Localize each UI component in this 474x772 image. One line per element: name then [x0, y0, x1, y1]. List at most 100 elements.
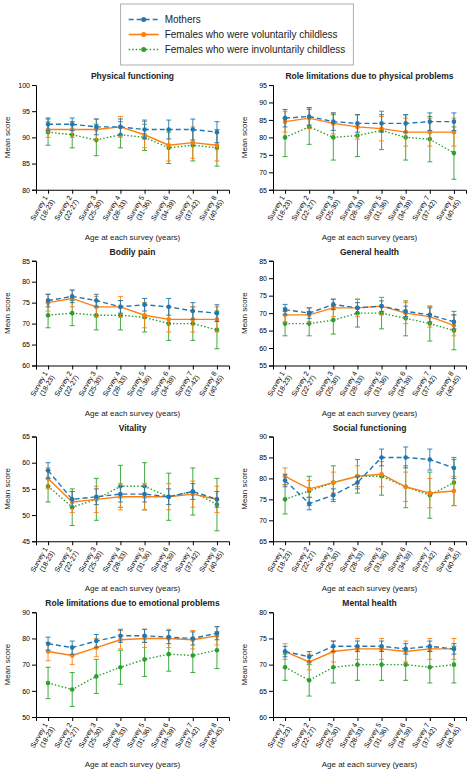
series	[46, 301, 220, 349]
series	[46, 118, 220, 143]
y-tick: 65	[259, 688, 273, 695]
error-bar	[451, 638, 456, 659]
x-tick-mark	[169, 366, 170, 370]
x-tick: Survey 4(28-33)	[338, 541, 365, 577]
x-tick: Survey 1(18-23)	[266, 190, 293, 226]
series	[283, 462, 457, 508]
y-tick: 80	[22, 635, 36, 642]
x-tick-label: Survey 2(22-27)	[290, 546, 317, 578]
y-axis-line	[269, 261, 274, 366]
y-tick: 65	[259, 327, 273, 334]
y-tick-mark	[32, 261, 36, 262]
y-tick-label: 95	[22, 108, 30, 115]
y-tick: 85	[259, 117, 273, 124]
y-tick-mark	[269, 499, 273, 500]
x-tick: Survey 4(28-33)	[101, 717, 128, 753]
x-tick: Survey 8(40-45)	[198, 366, 225, 402]
x-axis-line	[37, 542, 230, 546]
y-tick-label: 55	[259, 362, 267, 369]
x-tick-mark	[357, 366, 358, 370]
x-tick-mark	[285, 190, 286, 194]
x-tick-mark	[96, 541, 97, 545]
x-tick-mark	[382, 717, 383, 721]
x-tick-label: Survey 7(37-42)	[411, 546, 438, 578]
y-axis: 65707580859095	[259, 82, 273, 194]
panel: 4550556065Survey 1(18-23)Survey 2(22-27)…	[3, 423, 230, 594]
y-tick: 80	[259, 609, 273, 616]
point	[142, 634, 147, 639]
point	[283, 649, 288, 654]
y-tick: 80	[259, 134, 273, 141]
point	[355, 662, 360, 667]
panel: 5060708090Survey 1(18-23)Survey 2(22-27)…	[3, 598, 230, 769]
point	[331, 318, 336, 323]
x-tick-mark	[285, 366, 286, 370]
point	[166, 143, 171, 148]
x-tick-label: Survey 5(31-36)	[125, 194, 152, 226]
y-tick-mark	[32, 612, 36, 613]
y-tick-label: 60	[22, 459, 30, 466]
y-tick-mark	[32, 691, 36, 692]
x-tick-label: Survey 4(28-33)	[338, 546, 365, 578]
error-bar	[190, 119, 195, 140]
series	[46, 463, 220, 508]
y-tick-label: 85	[259, 117, 267, 124]
error-bar	[403, 472, 408, 501]
point	[142, 313, 147, 318]
x-axis-title: Age at each survey (years)	[322, 409, 418, 418]
y-tick-mark	[269, 638, 273, 639]
x-tick-mark	[430, 717, 431, 721]
y-tick: 55	[22, 486, 36, 493]
point	[166, 635, 171, 640]
y-tick: 75	[259, 152, 273, 159]
point	[118, 125, 123, 130]
error-bar	[427, 306, 432, 341]
point	[403, 121, 408, 126]
y-tick: 65	[22, 341, 36, 348]
point	[215, 311, 220, 316]
x-tick: Survey 4(28-33)	[101, 190, 128, 226]
y-tick-mark	[269, 717, 273, 718]
error-bar	[214, 491, 219, 507]
error-bar	[118, 119, 123, 135]
x-tick-label: Survey 1(18-23)	[29, 722, 56, 754]
x-axis-title: Age at each survey (years)	[322, 584, 418, 593]
y-tick-label: 90	[22, 134, 30, 141]
error-bar	[190, 481, 195, 507]
y-tick: 65	[259, 186, 273, 193]
x-tick-label: Survey 6(34-39)	[150, 722, 177, 754]
error-bar	[142, 303, 147, 328]
error-bar	[118, 465, 123, 507]
error-bar	[427, 116, 432, 161]
x-tick-label: Survey 1(18-23)	[266, 370, 293, 402]
series	[283, 108, 457, 132]
point	[283, 649, 288, 654]
series-line	[285, 457, 454, 503]
x-tick-mark	[193, 541, 194, 545]
point	[118, 125, 123, 130]
legend-marker	[141, 17, 146, 22]
point	[70, 294, 75, 299]
x-tick: Survey 6(34-39)	[387, 541, 414, 577]
error-bar	[166, 631, 171, 644]
point	[94, 125, 99, 130]
x-tick-label: Survey 6(34-39)	[150, 546, 177, 578]
x-tick-mark	[357, 717, 358, 721]
x-tick-label: Survey 5(31-36)	[125, 722, 152, 754]
y-tick-mark	[269, 155, 273, 156]
point	[142, 657, 147, 662]
error-bar	[427, 472, 432, 518]
error-bar	[355, 299, 360, 327]
point	[118, 492, 123, 497]
x-tick: Survey 2(22-27)	[53, 366, 80, 402]
legend-label: Females who were voluntarily childless	[165, 29, 338, 40]
series	[46, 290, 220, 321]
y-tick: 80	[259, 275, 273, 282]
series	[283, 646, 457, 696]
panel-title: Physical functioning	[91, 71, 174, 81]
x-tick-mark	[145, 190, 146, 194]
error-bar	[214, 478, 219, 530]
y-tick-label: 70	[22, 320, 30, 327]
y-tick-mark	[269, 612, 273, 613]
error-bar	[283, 644, 288, 660]
